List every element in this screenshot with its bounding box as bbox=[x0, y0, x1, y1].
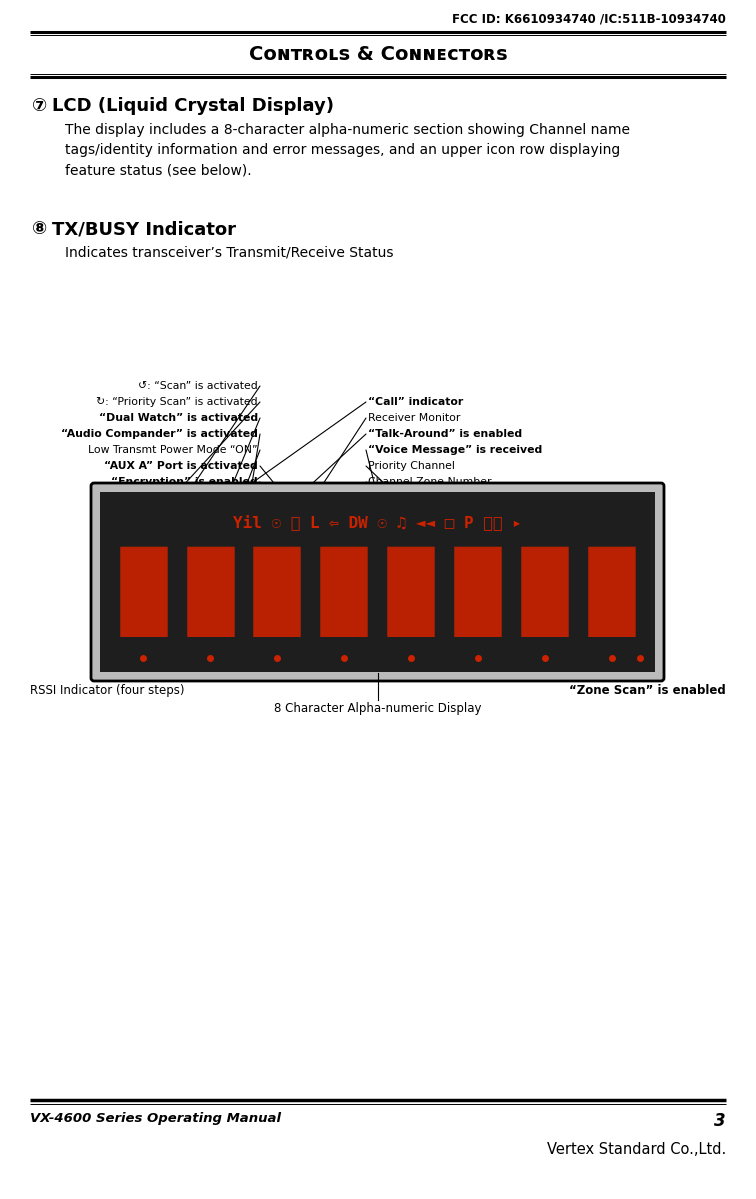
Text: ↺: “Scan” is activated: ↺: “Scan” is activated bbox=[138, 381, 258, 391]
Text: “Call” indicator: “Call” indicator bbox=[368, 397, 463, 406]
Text: █: █ bbox=[120, 547, 166, 637]
Text: Low Transmt Power Mode “ON”: Low Transmt Power Mode “ON” bbox=[88, 445, 258, 454]
Text: feature status (see below).: feature status (see below). bbox=[65, 163, 252, 177]
Text: █: █ bbox=[522, 547, 568, 637]
Text: 8 Character Alpha-numeric Display: 8 Character Alpha-numeric Display bbox=[274, 701, 482, 715]
Text: LCD (Liquid Crystal Display): LCD (Liquid Crystal Display) bbox=[52, 97, 334, 115]
Text: Cᴏɴᴛʀᴏʟѕ & Cᴏɴɴᴇсᴛᴏʀѕ: Cᴏɴᴛʀᴏʟѕ & Cᴏɴɴᴇсᴛᴏʀѕ bbox=[249, 46, 507, 65]
Text: “Zone Scan” is enabled: “Zone Scan” is enabled bbox=[569, 683, 726, 697]
Text: Receiver Monitor: Receiver Monitor bbox=[368, 412, 460, 423]
Text: Channel Zone Number: Channel Zone Number bbox=[368, 477, 491, 487]
Text: ⑦: ⑦ bbox=[32, 97, 47, 115]
Text: Priority Channel: Priority Channel bbox=[368, 460, 455, 471]
Text: █: █ bbox=[187, 547, 234, 637]
Text: VX-4600 Series Operating Manual: VX-4600 Series Operating Manual bbox=[30, 1111, 281, 1125]
FancyBboxPatch shape bbox=[91, 483, 664, 681]
Text: FCC ID: K6610934740 /IC:511B-10934740: FCC ID: K6610934740 /IC:511B-10934740 bbox=[452, 12, 726, 25]
Text: “Voice Message” is received: “Voice Message” is received bbox=[368, 445, 542, 454]
Text: RSSI Indicator (four steps): RSSI Indicator (four steps) bbox=[30, 683, 184, 697]
Text: Vertex Standard Co.,Ltd.: Vertex Standard Co.,Ltd. bbox=[547, 1141, 726, 1157]
Text: ⑧: ⑧ bbox=[32, 219, 47, 237]
Text: █: █ bbox=[455, 547, 500, 637]
Text: Indicates transceiver’s Transmit/Receive Status: Indicates transceiver’s Transmit/Receive… bbox=[65, 246, 394, 260]
Text: “Talk-Around” is enabled: “Talk-Around” is enabled bbox=[368, 429, 522, 439]
Text: “AUX A” Port is activated: “AUX A” Port is activated bbox=[104, 460, 258, 471]
Bar bbox=[100, 492, 655, 671]
Text: “Dual Watch” is activated: “Dual Watch” is activated bbox=[99, 412, 258, 423]
Text: “Encryption” is enabled: “Encryption” is enabled bbox=[111, 477, 258, 487]
Text: 3: 3 bbox=[714, 1111, 726, 1129]
Text: TX/BUSY Indicator: TX/BUSY Indicator bbox=[52, 219, 236, 237]
Text: █: █ bbox=[589, 547, 634, 637]
Text: █: █ bbox=[321, 547, 367, 637]
Text: ↻: “Priority Scan” is activated: ↻: “Priority Scan” is activated bbox=[96, 397, 258, 406]
Text: tags/identity information and error messages, and an upper icon row displaying: tags/identity information and error mess… bbox=[65, 143, 620, 157]
Text: █: █ bbox=[388, 547, 434, 637]
Text: “Audio Compander” is activated: “Audio Compander” is activated bbox=[61, 429, 258, 439]
Text: The display includes a 8-character alpha-numeric section showing Channel name: The display includes a 8-character alpha… bbox=[65, 123, 630, 137]
Text: █: █ bbox=[254, 547, 300, 637]
Text: Yil ☉ Ⓐ L ⇦ DW ☉ ♫ ◄◄ □ P ８８ ▸: Yil ☉ Ⓐ L ⇦ DW ☉ ♫ ◄◄ □ P ８８ ▸ bbox=[233, 514, 522, 530]
